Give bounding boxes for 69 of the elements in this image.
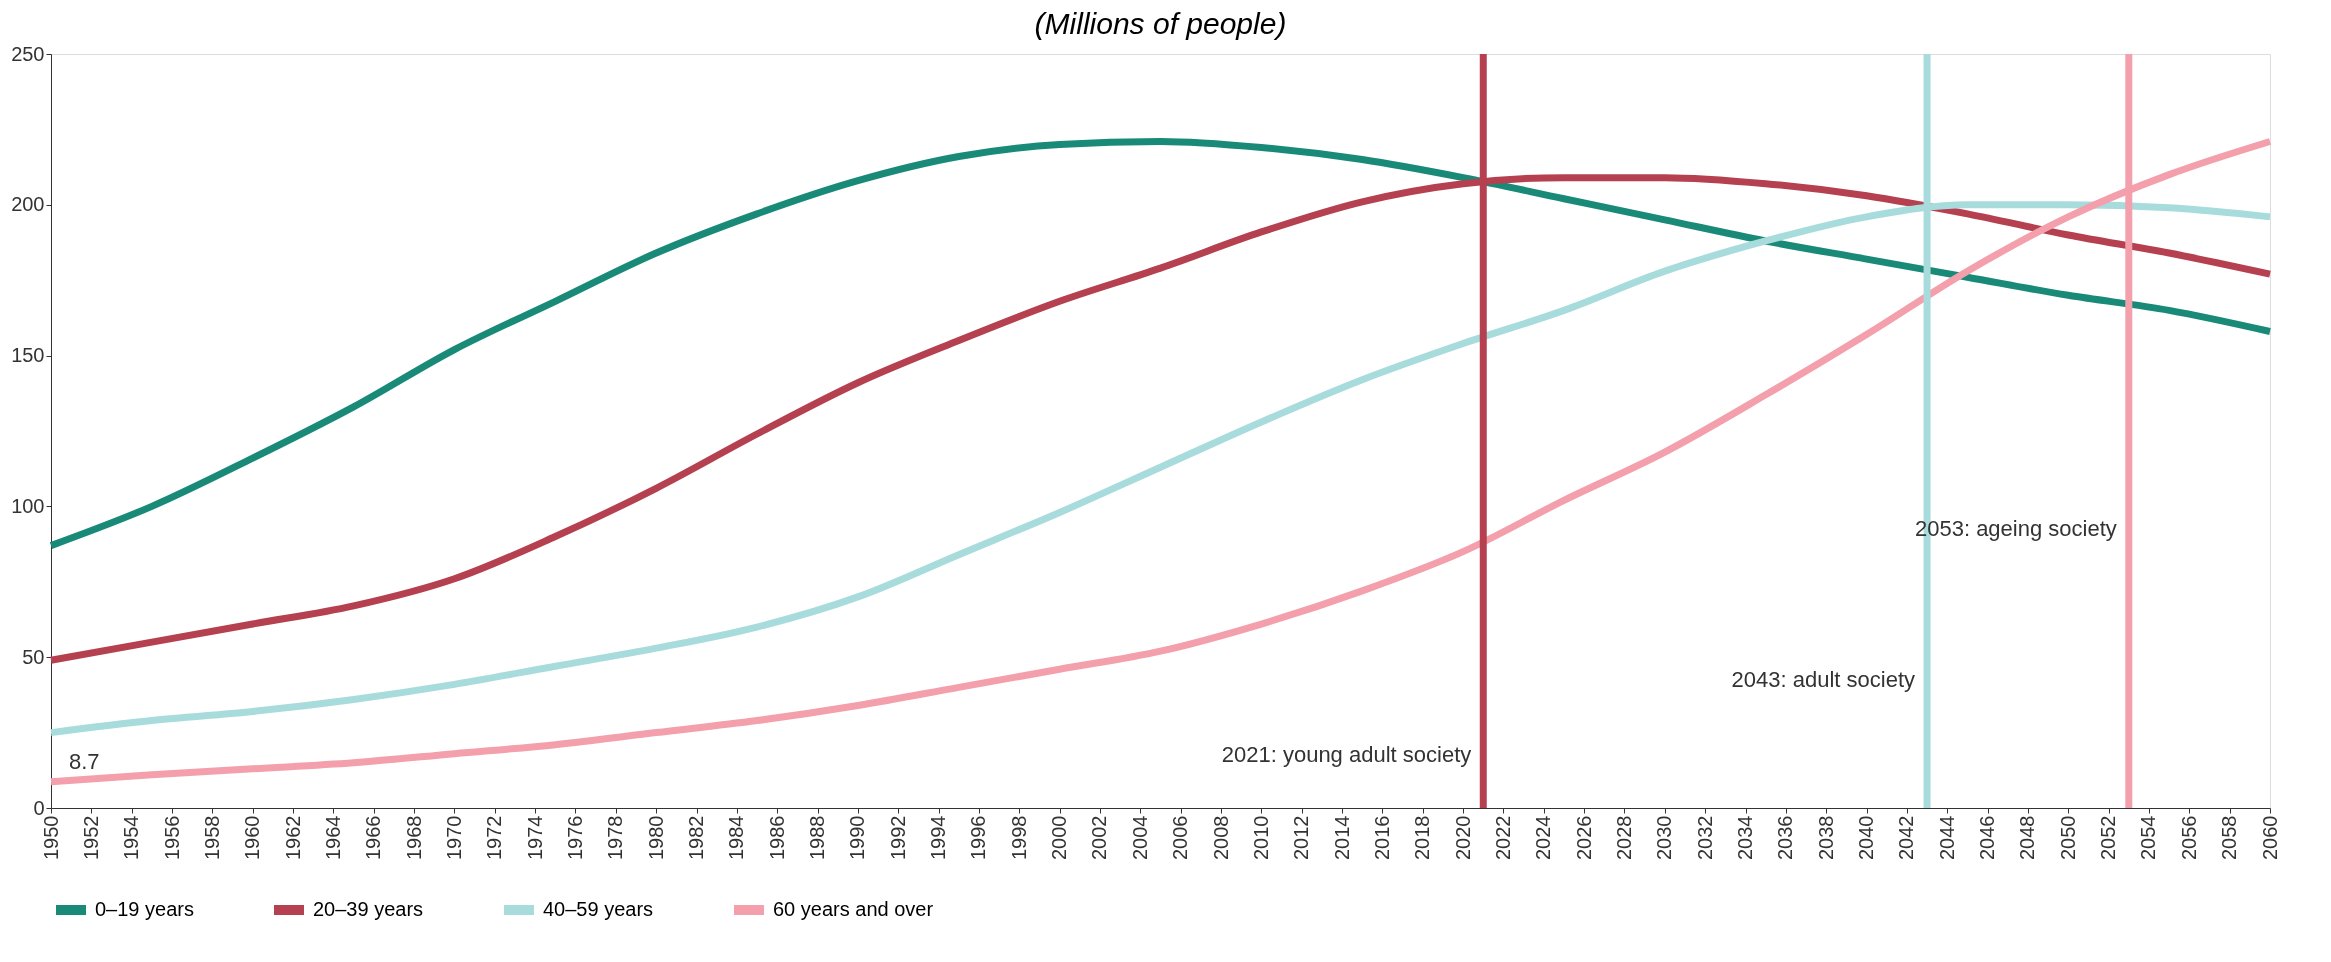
data-label: 8.7 — [69, 748, 100, 774]
x-tick-label: 2050 — [2056, 815, 2079, 860]
x-tick-label: 1982 — [685, 815, 708, 860]
x-tick-label: 2022 — [1491, 815, 1514, 860]
x-tick-label: 2056 — [2177, 815, 2200, 860]
x-tick-label: 1990 — [846, 815, 869, 860]
x-tick-label: 2018 — [1411, 815, 1434, 860]
x-tick-label: 1972 — [483, 815, 506, 860]
legend-label: 20–39 years — [313, 898, 424, 920]
x-tick-label: 1992 — [886, 815, 909, 860]
x-tick-label: 2052 — [2097, 815, 2120, 860]
x-tick-label: 1996 — [967, 815, 990, 860]
legend-label: 60 years and over — [773, 898, 934, 920]
x-tick-label: 2000 — [1048, 815, 1071, 860]
x-tick-label: 1998 — [1007, 815, 1030, 860]
ref-line-label: 2053: ageing society — [1914, 516, 2117, 542]
x-tick-label: 2040 — [1855, 815, 1878, 860]
x-tick-label: 2010 — [1249, 815, 1272, 860]
x-tick-label: 1974 — [523, 815, 546, 860]
x-tick-label: 2016 — [1370, 815, 1393, 860]
x-tick-label: 2024 — [1532, 815, 1555, 860]
x-tick-label: 2028 — [1612, 815, 1635, 860]
ref-line-label: 2043: adult society — [1731, 666, 1916, 692]
x-tick-label: 1956 — [160, 815, 183, 860]
x-tick-label: 1978 — [604, 815, 627, 860]
x-tick-label: 1986 — [765, 815, 788, 860]
ref-line-label: 2021: young adult society — [1221, 742, 1472, 768]
x-tick-label: 1962 — [281, 815, 304, 860]
legend-label: 40–59 years — [543, 898, 654, 920]
x-tick-label: 1970 — [442, 815, 465, 860]
y-tick-label: 50 — [22, 645, 45, 668]
x-tick-label: 2030 — [1653, 815, 1676, 860]
x-tick-label: 2002 — [1088, 815, 1111, 860]
x-tick-label: 1952 — [79, 815, 102, 860]
x-tick-label: 1984 — [725, 815, 748, 860]
x-tick-label: 2048 — [2016, 815, 2039, 860]
x-tick-label: 2054 — [2137, 815, 2160, 860]
x-tick-label: 1976 — [563, 815, 586, 860]
x-tick-label: 2046 — [1976, 815, 1999, 860]
x-tick-label: 1964 — [321, 815, 344, 860]
y-tick-label: 100 — [11, 494, 45, 517]
x-tick-label: 1980 — [644, 815, 667, 860]
chart-title: (Millions of people) — [1034, 7, 1287, 40]
x-tick-label: 1958 — [200, 815, 223, 860]
x-tick-label: 1960 — [241, 815, 264, 860]
x-tick-label: 2014 — [1330, 815, 1353, 860]
x-tick-label: 2058 — [2218, 815, 2241, 860]
x-tick-label: 2012 — [1290, 815, 1313, 860]
x-tick-label: 1954 — [120, 815, 143, 860]
x-tick-label: 2004 — [1128, 815, 1151, 860]
y-tick-label: 150 — [11, 344, 45, 367]
x-tick-label: 2020 — [1451, 815, 1474, 860]
x-tick-label: 1988 — [806, 815, 829, 860]
x-tick-label: 2060 — [2258, 815, 2281, 860]
x-tick-label: 2026 — [1572, 815, 1595, 860]
y-tick-label: 200 — [11, 193, 45, 216]
legend-label: 0–19 years — [95, 898, 194, 920]
x-tick-label: 2036 — [1774, 815, 1797, 860]
x-tick-label: 2044 — [1935, 815, 1958, 860]
x-tick-label: 1968 — [402, 815, 425, 860]
x-tick-label: 2038 — [1814, 815, 1837, 860]
x-tick-label: 2042 — [1895, 815, 1918, 860]
x-tick-label: 1966 — [362, 815, 385, 860]
x-tick-label: 2008 — [1209, 815, 1232, 860]
y-tick-label: 250 — [11, 42, 45, 65]
x-tick-label: 1994 — [927, 815, 950, 860]
x-tick-label: 2034 — [1734, 815, 1757, 860]
x-tick-label: 2032 — [1693, 815, 1716, 860]
x-tick-label: 2006 — [1169, 815, 1192, 860]
